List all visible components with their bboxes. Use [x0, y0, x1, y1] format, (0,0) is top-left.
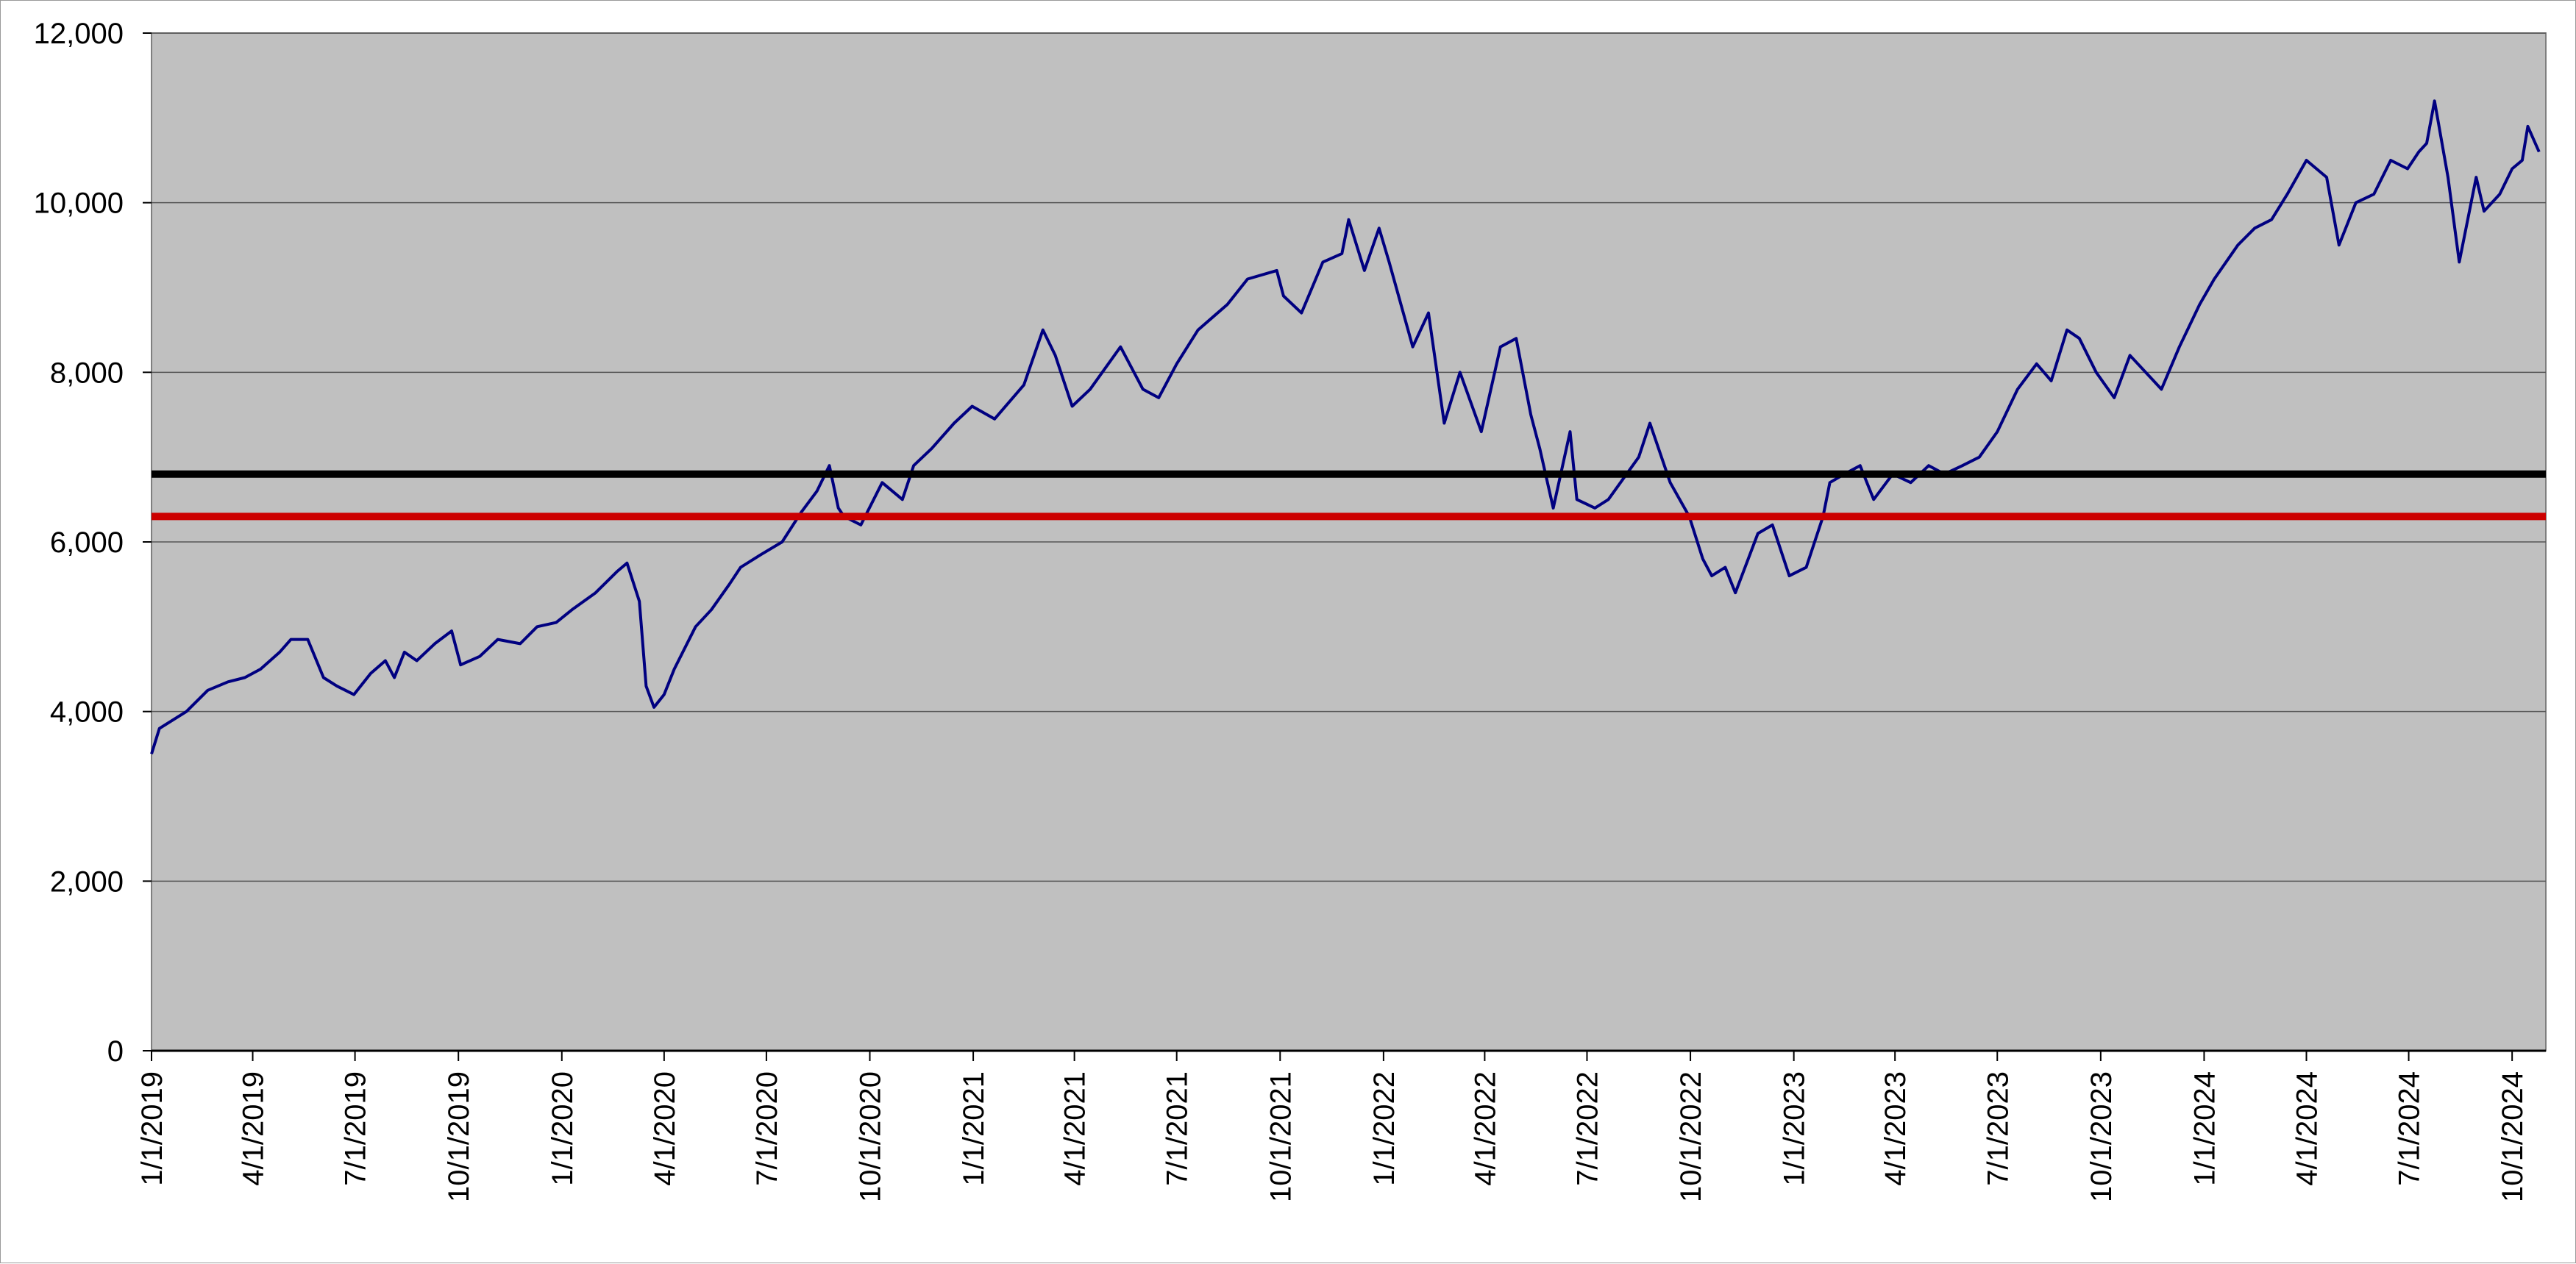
x-tick-label: 7/1/2021	[1161, 1071, 1194, 1186]
y-tick-label: 4,000	[50, 696, 124, 729]
series-layer	[150, 99, 2541, 754]
x-tick-label: 4/1/2019	[238, 1071, 270, 1186]
y-tick-label: 10,000	[34, 188, 124, 220]
x-tick-label: 1/1/2020	[547, 1071, 579, 1186]
x-tick-label: 7/1/2024	[2394, 1071, 2426, 1186]
y-tick-label: 8,000	[50, 357, 124, 389]
x-tick-label: 4/1/2023	[1879, 1071, 1912, 1186]
x-tick-label: 10/1/2023	[2085, 1071, 2118, 1202]
series-line	[150, 99, 2541, 754]
x-tick-label: 10/1/2024	[2497, 1071, 2529, 1202]
x-axis-ticks	[151, 1051, 2513, 1061]
x-tick-label: 4/1/2021	[1059, 1071, 1092, 1186]
y-tick-label: 0	[107, 1035, 124, 1068]
y-tick-label: 2,000	[50, 865, 124, 898]
x-tick-label: 10/1/2019	[443, 1071, 475, 1202]
x-tick-label: 10/1/2021	[1264, 1071, 1297, 1202]
x-tick-label: 7/1/2022	[1571, 1071, 1604, 1186]
x-tick-label: 1/1/2023	[1779, 1071, 1811, 1186]
x-tick-label: 4/1/2022	[1469, 1071, 1501, 1186]
y-tick-label: 12,000	[34, 18, 124, 50]
x-tick-label: 1/1/2021	[958, 1071, 990, 1186]
y-axis-labels: 0 2,000 4,000 6,000 8,000 10,000 12,000	[34, 18, 124, 1068]
x-tick-label: 1/1/2022	[1368, 1071, 1401, 1186]
reference-lines	[152, 470, 2546, 521]
y-tick-label: 6,000	[50, 526, 124, 559]
x-tick-label: 4/1/2024	[2291, 1071, 2324, 1186]
x-tick-label: 7/1/2023	[1982, 1071, 2014, 1186]
x-tick-label: 7/1/2020	[751, 1071, 783, 1186]
x-tick-label: 4/1/2020	[649, 1071, 681, 1186]
x-tick-label: 1/1/2024	[2188, 1071, 2221, 1186]
x-tick-label: 10/1/2022	[1675, 1071, 1707, 1202]
x-axis-labels: 1/1/2019 4/1/2019 7/1/2019 10/1/2019 1/1/202…	[136, 1071, 2529, 1202]
x-tick-label: 10/1/2020	[855, 1071, 887, 1202]
x-tick-label: 1/1/2019	[136, 1071, 168, 1186]
x-tick-label: 7/1/2019	[340, 1071, 372, 1186]
